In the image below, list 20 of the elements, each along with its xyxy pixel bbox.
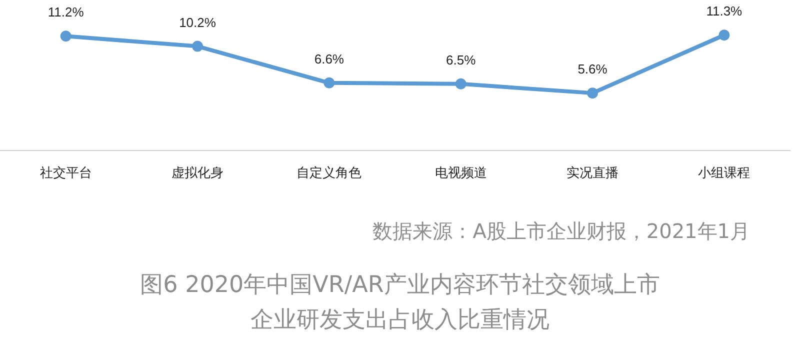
point: [455, 78, 466, 90]
point: [718, 30, 730, 41]
data-label: 11.2%: [48, 4, 84, 20]
x-tick-label: 自定义角色: [296, 165, 362, 180]
point: [192, 40, 203, 52]
point: [324, 77, 335, 88]
data-label: 5.6%: [578, 62, 608, 77]
x-tick-label: 虚拟化身: [172, 165, 224, 180]
data-label: 11.3%: [706, 4, 743, 19]
x-tick-label: 实况直播: [566, 165, 618, 180]
point: [60, 30, 72, 42]
x-tick-label: 社交平台: [40, 165, 92, 180]
data-label: 10.2%: [179, 14, 216, 30]
data-label: 6.5%: [446, 52, 476, 68]
data-label: 6.6%: [314, 51, 344, 66]
source-note: 数据来源：A股上市企业财报，2021年1月: [372, 218, 750, 245]
point: [587, 88, 598, 99]
x-tick-label: 小组课程: [698, 165, 750, 180]
x-tick-label: 电视频道: [434, 165, 487, 180]
text: 图6 2020年中国VR/AR产业内容环节社交领域上市企业研发支出占收入比重情况: [139, 271, 661, 335]
